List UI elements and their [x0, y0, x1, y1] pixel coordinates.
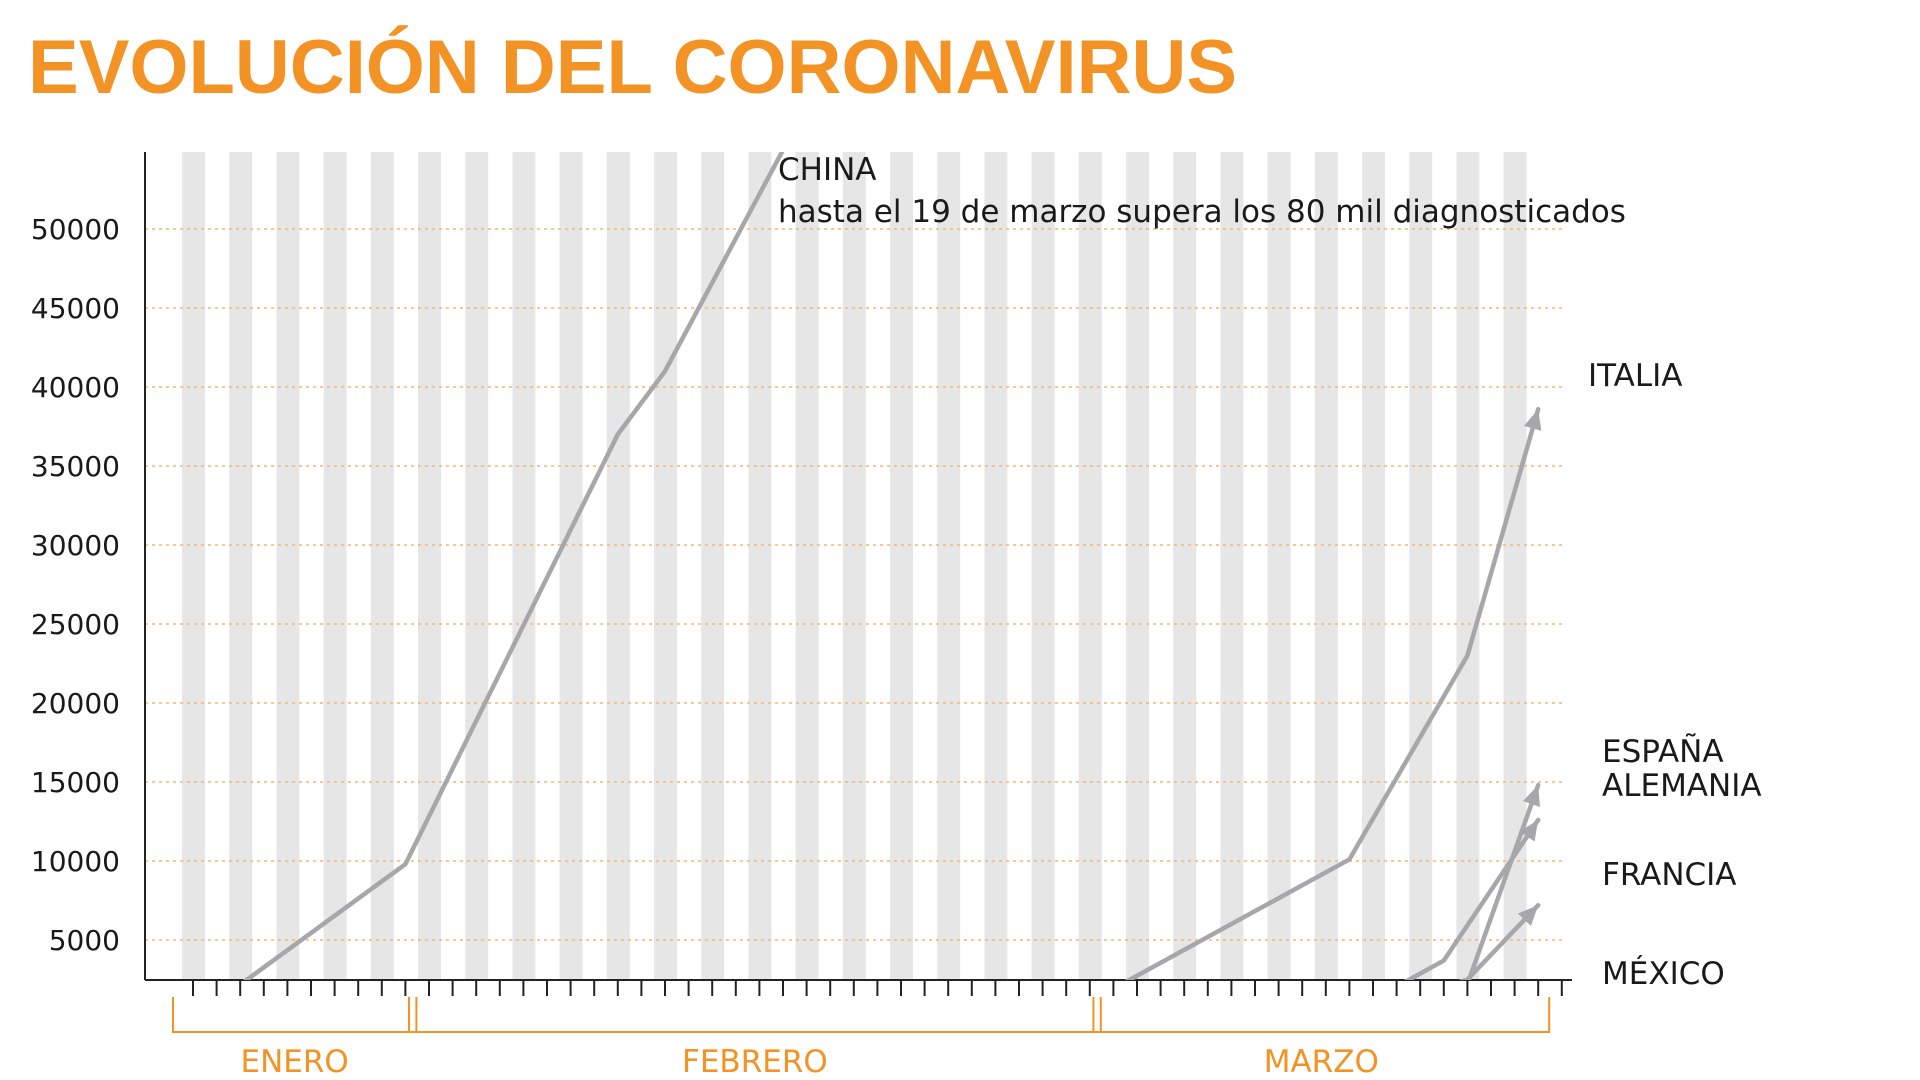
- day-stripe: [1456, 152, 1480, 980]
- day-stripe: [559, 152, 583, 980]
- day-stripe: [1503, 152, 1527, 980]
- arrowhead-alemania: [1519, 819, 1539, 842]
- gridlines: 5000 10000 15000 20000 25000 30000 35000 40000 4…: [31, 213, 1565, 957]
- day-stripe: [748, 152, 772, 980]
- day-stripe: [1220, 152, 1244, 980]
- series-line-méxico: [1066, 1008, 1538, 1019]
- day-stripe: [465, 152, 489, 980]
- day-stripe: [606, 152, 630, 980]
- day-stripe: [1078, 152, 1102, 980]
- series-line-italia: [1124, 406, 1541, 980]
- day-stripe: [1409, 152, 1433, 980]
- series-label-méxico: MÉXICO: [1602, 956, 1725, 992]
- arrowhead-italia: [1524, 409, 1542, 431]
- arrowhead-españa: [1523, 785, 1540, 808]
- arrowhead-francia: [1517, 905, 1539, 926]
- axes: ENERO FEBRERO MARZO: [144, 152, 1572, 1080]
- y-tick-label: 15000: [31, 766, 120, 799]
- day-stripe: [1126, 152, 1149, 980]
- day-stripe: [418, 152, 441, 980]
- month-bracket: [172, 997, 418, 1033]
- day-stripe: [182, 152, 205, 980]
- y-tick-label: 50000: [31, 213, 120, 246]
- day-stripe: [1362, 152, 1385, 980]
- series-label-alemania: ALEMANIA: [1602, 768, 1762, 804]
- day-stripe: [1314, 152, 1338, 980]
- china-annotation: hasta el 19 de marzo supera los 80 mil d…: [778, 194, 1626, 230]
- series-line-china: [242, 152, 785, 980]
- series-line-alemania: [1403, 817, 1541, 980]
- chart-title: EVOLUCIÓN DEL CORONAVIRUS: [28, 25, 1238, 110]
- day-stripe: [890, 152, 913, 980]
- series-line-españa: [1466, 782, 1541, 980]
- day-stripe: [229, 152, 253, 980]
- day-stripe: [1031, 152, 1055, 980]
- day-stripe: [276, 152, 300, 980]
- day-stripe: [323, 152, 347, 980]
- day-stripe: [937, 152, 961, 980]
- y-tick-label: 35000: [31, 450, 120, 483]
- arrowhead-méxico: [1518, 999, 1538, 1017]
- y-tick-label: 40000: [31, 371, 120, 404]
- y-tick-label: 20000: [31, 687, 120, 720]
- y-tick-label: 25000: [31, 608, 120, 641]
- day-stripe: [842, 152, 866, 980]
- y-tick-label: 45000: [31, 292, 120, 325]
- month-label: ENERO: [241, 1044, 349, 1080]
- day-stripe: [512, 152, 536, 980]
- series-line-francia: [1458, 902, 1541, 980]
- day-stripe: [701, 152, 725, 980]
- series-lines: [242, 152, 1542, 1019]
- y-tick-label: 30000: [31, 529, 120, 562]
- series-label-españa: ESPAÑA: [1602, 734, 1724, 770]
- day-stripe: [1173, 152, 1197, 980]
- y-tick-label: 10000: [31, 845, 120, 878]
- day-stripe: [795, 152, 819, 980]
- series-label-italia: ITALIA: [1588, 358, 1683, 394]
- month-bracket: [408, 997, 1102, 1033]
- series-label-francia: FRANCIA: [1602, 857, 1737, 893]
- series-label-china: CHINA: [778, 152, 877, 188]
- day-stripe: [370, 152, 394, 980]
- day-stripe: [1267, 152, 1291, 980]
- month-label: MARZO: [1264, 1044, 1379, 1080]
- y-tick-label: 5000: [49, 924, 120, 957]
- day-stripe: [984, 152, 1008, 980]
- day-stripe: [654, 152, 677, 980]
- month-label: FEBRERO: [682, 1044, 828, 1080]
- day-stripes: [182, 152, 1527, 980]
- month-bracket: [1092, 997, 1551, 1033]
